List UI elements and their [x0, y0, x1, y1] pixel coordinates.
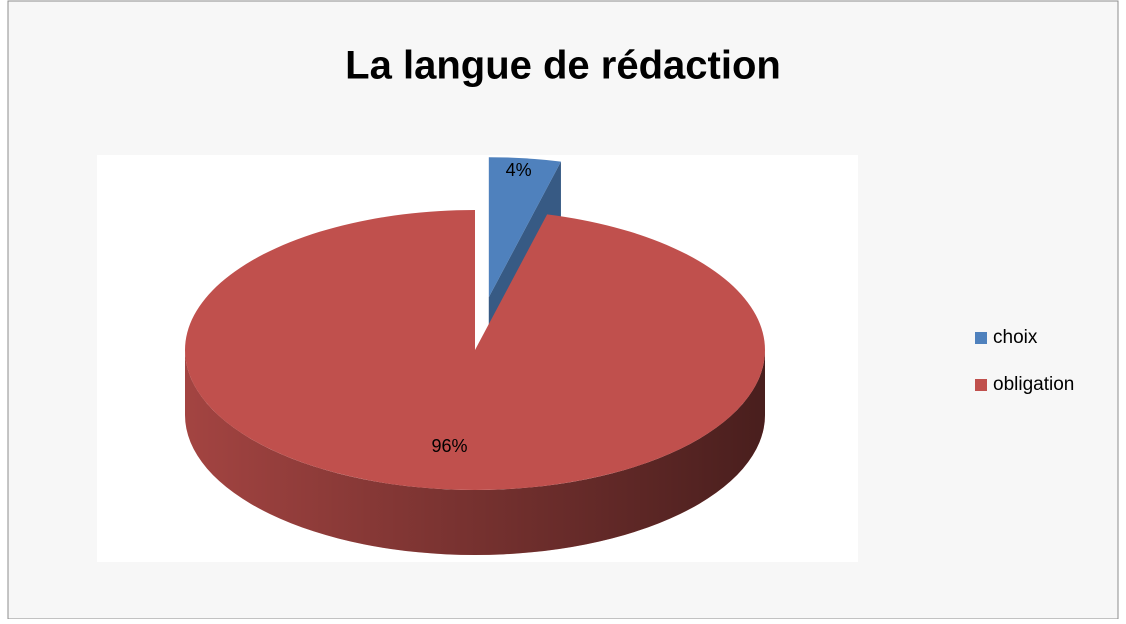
data-label: 96% — [432, 436, 468, 456]
legend-swatch — [975, 332, 987, 344]
data-label: 4% — [506, 160, 532, 180]
legend-label: choix — [993, 327, 1038, 348]
slice — [488, 157, 561, 298]
slice-side-shade — [185, 350, 765, 555]
legend-swatch — [975, 379, 987, 391]
legend-label: obligation — [993, 374, 1074, 395]
slice — [184, 210, 765, 490]
legend: choix obligation — [975, 327, 1074, 395]
chart-title: La langue de rédaction — [345, 44, 781, 88]
pie: 4% 96% — [184, 157, 765, 555]
